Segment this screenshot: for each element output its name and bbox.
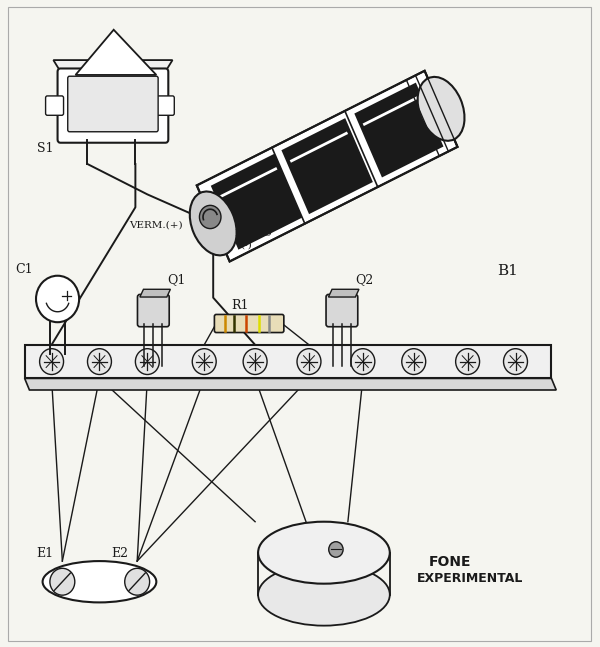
Polygon shape xyxy=(140,289,170,297)
Circle shape xyxy=(136,349,160,375)
Text: S1: S1 xyxy=(37,142,53,155)
Circle shape xyxy=(88,349,112,375)
Text: PRETO: PRETO xyxy=(234,229,272,238)
Text: R1: R1 xyxy=(231,300,248,313)
Circle shape xyxy=(192,349,216,375)
FancyBboxPatch shape xyxy=(137,294,169,327)
Text: (-): (-) xyxy=(240,240,252,249)
FancyBboxPatch shape xyxy=(46,96,64,115)
Text: E2: E2 xyxy=(112,547,128,560)
Text: C1: C1 xyxy=(16,263,33,276)
Circle shape xyxy=(125,568,149,595)
Ellipse shape xyxy=(43,561,157,602)
Circle shape xyxy=(50,568,75,595)
Circle shape xyxy=(402,349,426,375)
Text: EXPERIMENTAL: EXPERIMENTAL xyxy=(417,572,523,585)
Polygon shape xyxy=(211,154,302,250)
Polygon shape xyxy=(328,289,359,297)
Ellipse shape xyxy=(190,192,236,256)
Polygon shape xyxy=(197,71,458,261)
Ellipse shape xyxy=(258,521,390,584)
Circle shape xyxy=(36,276,79,322)
Bar xyxy=(25,345,551,378)
Circle shape xyxy=(351,349,375,375)
Text: FONE: FONE xyxy=(429,554,471,569)
Text: B1: B1 xyxy=(497,264,518,278)
FancyBboxPatch shape xyxy=(157,96,174,115)
Ellipse shape xyxy=(418,77,464,141)
FancyBboxPatch shape xyxy=(58,69,169,143)
FancyBboxPatch shape xyxy=(68,76,158,132)
Polygon shape xyxy=(53,60,172,72)
Circle shape xyxy=(503,349,527,375)
Circle shape xyxy=(455,349,479,375)
Polygon shape xyxy=(281,118,373,214)
Circle shape xyxy=(243,349,267,375)
FancyBboxPatch shape xyxy=(214,314,284,333)
Text: E1: E1 xyxy=(37,547,54,560)
FancyBboxPatch shape xyxy=(326,294,358,327)
Polygon shape xyxy=(76,30,157,75)
Circle shape xyxy=(297,349,321,375)
Polygon shape xyxy=(355,83,443,177)
Circle shape xyxy=(329,542,343,557)
Circle shape xyxy=(40,349,64,375)
Text: Q2: Q2 xyxy=(356,273,374,286)
Ellipse shape xyxy=(258,564,390,626)
Circle shape xyxy=(199,205,221,228)
Text: VERM.(+): VERM.(+) xyxy=(130,221,183,230)
Text: Q1: Q1 xyxy=(167,273,185,286)
Polygon shape xyxy=(25,378,556,390)
